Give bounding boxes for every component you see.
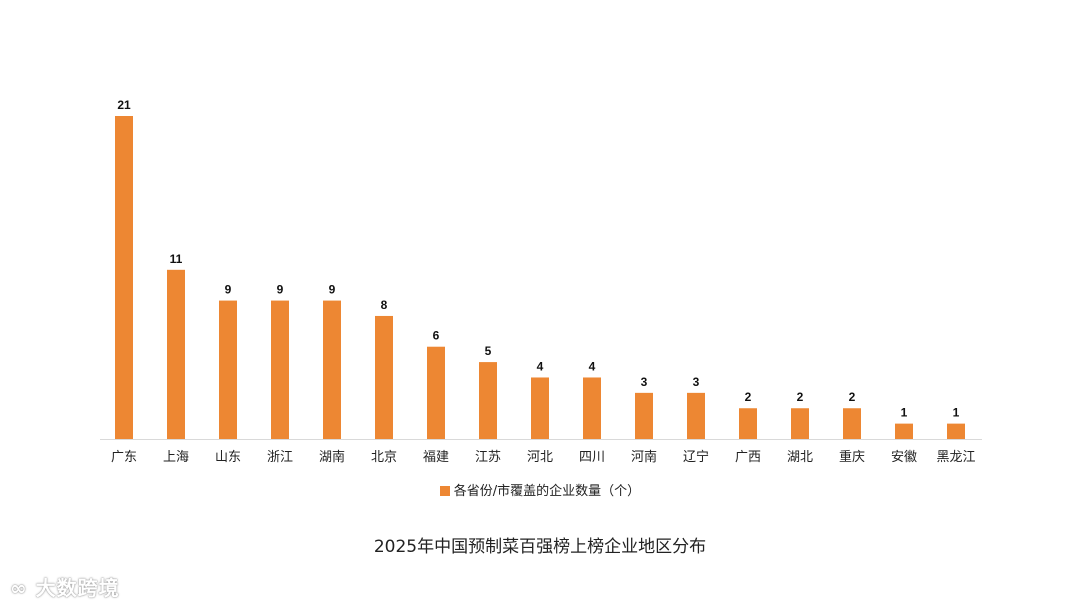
bar [947, 423, 965, 439]
bar [167, 269, 185, 439]
x-tick-label: 山东 [215, 450, 241, 465]
data-label: 2 [849, 390, 856, 404]
bar [635, 392, 653, 439]
x-tick-label: 上海 [163, 450, 189, 465]
data-label: 4 [537, 359, 544, 373]
bar [843, 408, 861, 439]
data-label: 21 [117, 98, 131, 112]
watermark-logo: ∞ 大数跨境 [10, 576, 120, 600]
legend-swatch [439, 486, 450, 496]
x-tick-label: 安徽 [891, 450, 917, 465]
x-tick-label: 黑龙江 [936, 450, 975, 465]
data-label: 1 [953, 406, 960, 420]
x-tick-label: 四川 [579, 450, 605, 465]
data-label: 8 [381, 298, 388, 312]
legend: 各省份/市覆盖的企业数量（个） [0, 480, 1080, 499]
data-label: 2 [797, 390, 804, 404]
watermark-text: 大数跨境 [35, 576, 120, 600]
bar [427, 346, 445, 439]
x-tick-label: 湖南 [319, 449, 345, 465]
bar [687, 392, 705, 439]
x-tick-label: 江苏 [475, 449, 501, 465]
data-label: 9 [277, 283, 284, 297]
bar [323, 300, 341, 439]
x-tick-label: 浙江 [267, 450, 293, 465]
bar-chart: 21广东11上海9山东9浙江9湖南8北京6福建5江苏4河北4四川3河南3辽宁2广… [100, 98, 982, 465]
x-tick-label: 广西 [735, 450, 761, 465]
data-label: 2 [745, 390, 752, 404]
x-tick-label: 辽宁 [683, 449, 709, 465]
bar [219, 300, 237, 439]
x-tick-label: 广东 [111, 450, 137, 465]
data-label: 5 [485, 344, 492, 358]
bar [271, 300, 289, 439]
data-label: 3 [641, 375, 648, 389]
bar [739, 408, 757, 439]
data-label: 9 [225, 283, 232, 297]
bar [531, 377, 549, 439]
chart-title: 2025年中国预制菜百强榜上榜企业地区分布 [373, 537, 707, 557]
data-label: 11 [170, 252, 183, 266]
data-label: 6 [433, 329, 440, 343]
data-label: 3 [693, 375, 700, 389]
x-tick-label: 重庆 [839, 449, 865, 465]
bar [895, 423, 913, 439]
bar [375, 315, 393, 439]
data-label: 9 [329, 283, 336, 297]
x-tick-label: 河北 [527, 450, 553, 465]
x-tick-label: 北京 [371, 450, 397, 465]
bar [479, 362, 497, 439]
bar [583, 377, 601, 439]
data-label: 1 [901, 406, 908, 420]
bar [115, 116, 133, 439]
data-label: 4 [589, 359, 596, 373]
x-tick-label: 河南 [631, 449, 657, 465]
x-tick-label: 湖北 [787, 450, 813, 465]
bar [791, 408, 809, 439]
x-tick-label: 福建 [423, 450, 449, 465]
legend-label: 各省份/市覆盖的企业数量（个） [453, 484, 641, 499]
